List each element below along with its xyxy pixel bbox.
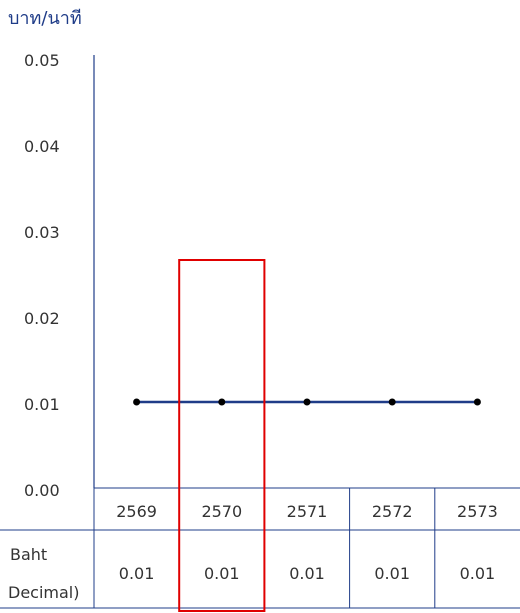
y-unit-label: บาท/นาที bbox=[8, 8, 82, 29]
y-tick-label: 0.05 bbox=[24, 51, 60, 70]
data-point bbox=[473, 398, 481, 406]
x-category-label: 2570 bbox=[201, 502, 242, 521]
x-axis-labels: 2569 2570 2571 2572 2573 bbox=[116, 502, 498, 521]
y-tick-label: 0.00 bbox=[24, 481, 60, 500]
series-line-group bbox=[133, 398, 481, 406]
table-value-cell: 0.01 bbox=[204, 564, 240, 583]
highlight-box bbox=[178, 259, 266, 612]
data-point bbox=[303, 398, 311, 406]
table-value-cell: 0.01 bbox=[119, 564, 155, 583]
x-category-label: 2571 bbox=[287, 502, 328, 521]
table-value-cell: 0.01 bbox=[289, 564, 325, 583]
x-category-label: 2569 bbox=[116, 502, 157, 521]
table-value-cell: 0.01 bbox=[374, 564, 410, 583]
x-category-label: 2572 bbox=[372, 502, 413, 521]
table-value-cell: 0.01 bbox=[460, 564, 496, 583]
data-point bbox=[133, 398, 141, 406]
y-axis-ticks: 0.00 0.01 0.02 0.03 0.04 0.05 bbox=[24, 51, 60, 500]
table-row-label-line2: Decimal) bbox=[8, 583, 79, 602]
x-category-label: 2573 bbox=[457, 502, 498, 521]
y-tick-label: 0.03 bbox=[24, 223, 60, 242]
data-table-values: 0.01 0.01 0.01 0.01 0.01 bbox=[119, 564, 495, 583]
data-point bbox=[388, 398, 396, 406]
y-tick-label: 0.01 bbox=[24, 395, 60, 414]
y-tick-label: 0.02 bbox=[24, 309, 60, 328]
table-row-label-line1: Baht bbox=[10, 545, 47, 564]
y-tick-label: 0.04 bbox=[24, 137, 60, 156]
data-point bbox=[218, 398, 226, 406]
